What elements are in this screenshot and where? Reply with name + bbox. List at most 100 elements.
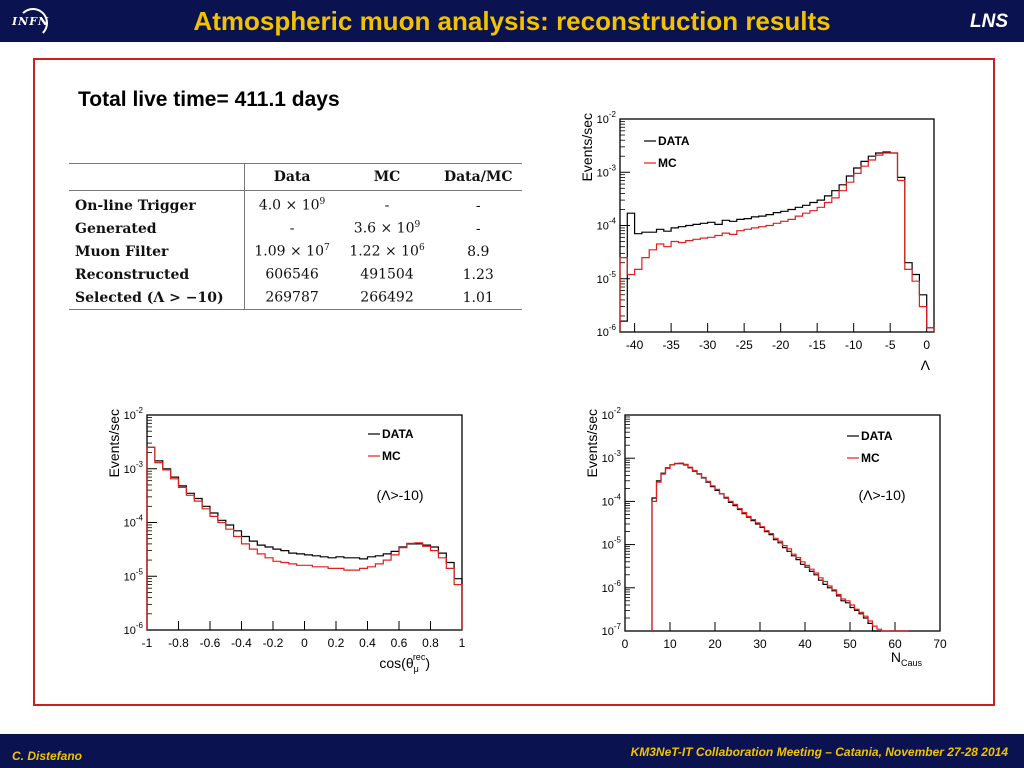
table-header-data: Data: [244, 163, 340, 191]
x-tick-label: 50: [843, 637, 857, 651]
x-tick-label: 20: [708, 637, 722, 651]
row-label: On-line Trigger: [69, 190, 245, 217]
plot-frame: [619, 118, 935, 333]
x-tick-label: 10: [663, 637, 677, 651]
chart-lambda: 10-6 10-5 10-4 10-3 10-2 -40 -35 -30 -25 -20 -15 -1…: [579, 110, 935, 373]
x-tick-label: 0.6: [391, 636, 408, 650]
row-ratio: 1.23: [462, 266, 494, 283]
table-header-empty: [69, 163, 245, 191]
y-tick-label: 10-2: [124, 406, 144, 422]
legend-entry: MC: [658, 156, 677, 170]
x-tick-label: -0.8: [168, 636, 189, 650]
live-time-label: Total live time= 411.1 days: [78, 88, 340, 111]
footer-meeting: KM3NeT-IT Collaboration Meeting – Catani…: [630, 745, 1008, 759]
row-label: Generated: [69, 217, 245, 240]
y-tick-label: 10-7: [602, 622, 622, 638]
logo-arc-icon: [18, 8, 48, 38]
legend-entry: DATA: [861, 429, 893, 443]
row-ratio: 1.01: [462, 289, 494, 306]
row-ratio: 8.9: [467, 243, 490, 260]
row-data: -: [289, 220, 295, 237]
table-header-row: Data MC Data/MC: [69, 163, 522, 191]
x-tick-label: -0.4: [231, 636, 252, 650]
results-table: Data MC Data/MC On-line Trigger 4.0 × 10…: [69, 163, 522, 310]
row-data: 269787: [265, 289, 319, 306]
chart-costheta: 10-6 10-5 10-4 10-3 10-2 -1 -0.8 -0.6 -0.4 -0.2 0 0…: [106, 406, 466, 674]
x-tick-label: -25: [735, 338, 753, 352]
x-tick-label: 1: [459, 636, 466, 650]
table-row: On-line Trigger 4.0 × 109 - -: [69, 190, 522, 217]
x-tick-label: 0.8: [422, 636, 439, 650]
table-header-mc: MC: [339, 163, 435, 191]
header-bar: INFN Atmospheric muon analysis: reconstr…: [0, 0, 1024, 42]
x-tick-label: -40: [626, 338, 644, 352]
x-tick-label: 0.2: [328, 636, 345, 650]
legend-entry: MC: [861, 451, 880, 465]
series-line-data: [619, 151, 935, 332]
row-ratio: -: [475, 197, 481, 214]
x-tick-label: 40: [798, 637, 812, 651]
y-tick-label: 10-2: [597, 110, 617, 126]
y-axis-label: Events/sec: [584, 409, 600, 477]
y-axis-label: Events/sec: [579, 113, 595, 181]
row-label: Selected (Λ > −10): [69, 286, 245, 310]
logo-text: INFN: [12, 15, 50, 28]
row-ratio: -: [475, 220, 481, 237]
y-tick-label: 10-4: [602, 492, 622, 508]
y-tick-label: 10-6: [124, 621, 144, 637]
page-title: Atmospheric muon analysis: reconstructio…: [193, 6, 831, 36]
row-mc: 1.22 × 106: [349, 243, 425, 260]
series-line-data: [146, 446, 463, 630]
x-tick-label: -15: [808, 338, 826, 352]
y-axis-label: Events/sec: [106, 409, 122, 477]
y-tick-label: 10-4: [597, 217, 617, 233]
table-row: Reconstructed 606546 491504 1.23: [69, 263, 522, 286]
x-tick-label: 0: [622, 637, 629, 651]
footer-author: C. Distefano: [12, 749, 83, 763]
row-label: Muon Filter: [69, 240, 245, 263]
x-tick-label: 0.4: [359, 636, 376, 650]
content-frame: [33, 58, 995, 706]
x-tick-label: 0: [301, 636, 308, 650]
x-axis-label: Λ: [921, 357, 931, 373]
x-tick-label: -0.2: [263, 636, 284, 650]
row-mc: 491504: [360, 266, 414, 283]
legend-entry: DATA: [658, 134, 690, 148]
x-tick-label: -1: [142, 636, 153, 650]
y-tick-label: 10-4: [124, 514, 144, 530]
x-tick-label: -10: [845, 338, 863, 352]
row-label: Reconstructed: [69, 263, 245, 286]
x-tick-label: 0: [923, 338, 930, 352]
row-data: 1.09 × 107: [254, 243, 330, 260]
y-tick-label: 10-6: [602, 579, 622, 595]
infn-logo: INFN: [8, 6, 54, 38]
y-tick-label: 10-3: [602, 449, 622, 465]
x-tick-label: -5: [885, 338, 896, 352]
y-tick-label: 10-5: [597, 270, 617, 286]
x-tick-label: -35: [662, 338, 680, 352]
y-tick-label: 10-5: [124, 567, 144, 583]
row-mc: 266492: [360, 289, 414, 306]
selection-annotation: (Λ>-10): [376, 487, 423, 503]
footer-bar: C. Distefano KM3NeT-IT Collaboration Mee…: [0, 734, 1024, 768]
legend-entry: MC: [382, 449, 401, 463]
table-row: Muon Filter 1.09 × 107 1.22 × 106 8.9: [69, 240, 522, 263]
table-header-ratio: Data/MC: [434, 163, 522, 191]
x-tick-label: 70: [933, 637, 947, 651]
y-tick-label: 10-3: [597, 163, 617, 179]
lab-label: LNS: [970, 11, 1008, 32]
x-axis-label: cos(θμrec): [379, 652, 430, 674]
plot-frame: [624, 414, 941, 632]
y-tick-label: 10-5: [602, 536, 622, 552]
x-tick-label: 60: [888, 637, 902, 651]
row-data: 4.0 × 109: [258, 197, 326, 214]
y-tick-label: 10-3: [124, 460, 144, 476]
x-tick-label: -0.6: [200, 636, 221, 650]
x-axis-label: NCaus: [891, 649, 923, 668]
table-row: Selected (Λ > −10) 269787 266492 1.01: [69, 286, 522, 310]
row-mc: -: [384, 197, 390, 214]
row-data: 606546: [265, 266, 319, 283]
x-tick-label: 30: [753, 637, 767, 651]
selection-annotation: (Λ>-10): [858, 487, 905, 503]
